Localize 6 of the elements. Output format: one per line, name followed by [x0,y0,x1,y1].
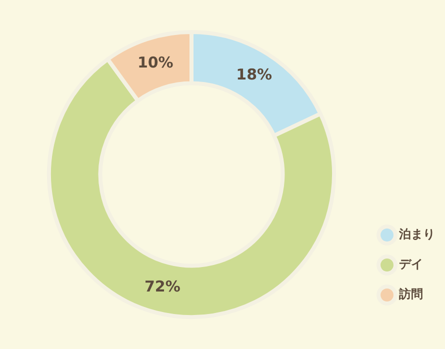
data-label: 18% [236,66,272,84]
data-label: 72% [144,278,180,296]
legend-label: 泊まり [398,227,435,242]
legend-label: 訪問 [398,287,423,302]
legend-label: デイ [399,257,423,272]
data-label: 10% [137,53,174,72]
